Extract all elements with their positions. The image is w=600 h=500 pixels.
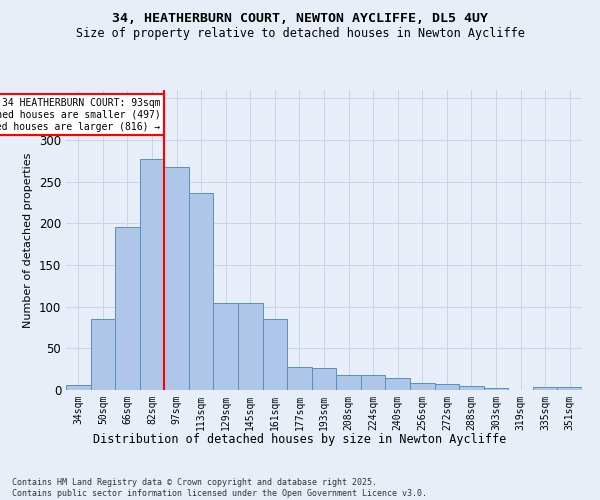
Bar xyxy=(140,159,164,390)
Text: 34, HEATHERBURN COURT, NEWTON AYCLIFFE, DL5 4UY: 34, HEATHERBURN COURT, NEWTON AYCLIFFE, … xyxy=(112,12,488,26)
Bar xyxy=(484,388,508,390)
Bar xyxy=(164,166,189,390)
Bar xyxy=(238,304,263,390)
Bar xyxy=(115,226,140,390)
Text: Size of property relative to detached houses in Newton Aycliffe: Size of property relative to detached ho… xyxy=(76,28,524,40)
Bar xyxy=(459,386,484,390)
Text: 34 HEATHERBURN COURT: 93sqm
← 37% of detached houses are smaller (497)
61% of se: 34 HEATHERBURN COURT: 93sqm ← 37% of det… xyxy=(0,98,161,132)
Bar xyxy=(336,375,361,390)
Text: Contains HM Land Registry data © Crown copyright and database right 2025.
Contai: Contains HM Land Registry data © Crown c… xyxy=(12,478,427,498)
Bar xyxy=(434,384,459,390)
Bar xyxy=(361,375,385,390)
Bar xyxy=(66,385,91,390)
Bar xyxy=(287,366,312,390)
Bar xyxy=(410,384,434,390)
Bar xyxy=(385,378,410,390)
Bar xyxy=(533,386,557,390)
Bar xyxy=(189,192,214,390)
Text: Distribution of detached houses by size in Newton Aycliffe: Distribution of detached houses by size … xyxy=(94,432,506,446)
Bar xyxy=(91,319,115,390)
Y-axis label: Number of detached properties: Number of detached properties xyxy=(23,152,34,328)
Bar xyxy=(557,386,582,390)
Bar xyxy=(214,304,238,390)
Bar xyxy=(263,319,287,390)
Bar xyxy=(312,368,336,390)
